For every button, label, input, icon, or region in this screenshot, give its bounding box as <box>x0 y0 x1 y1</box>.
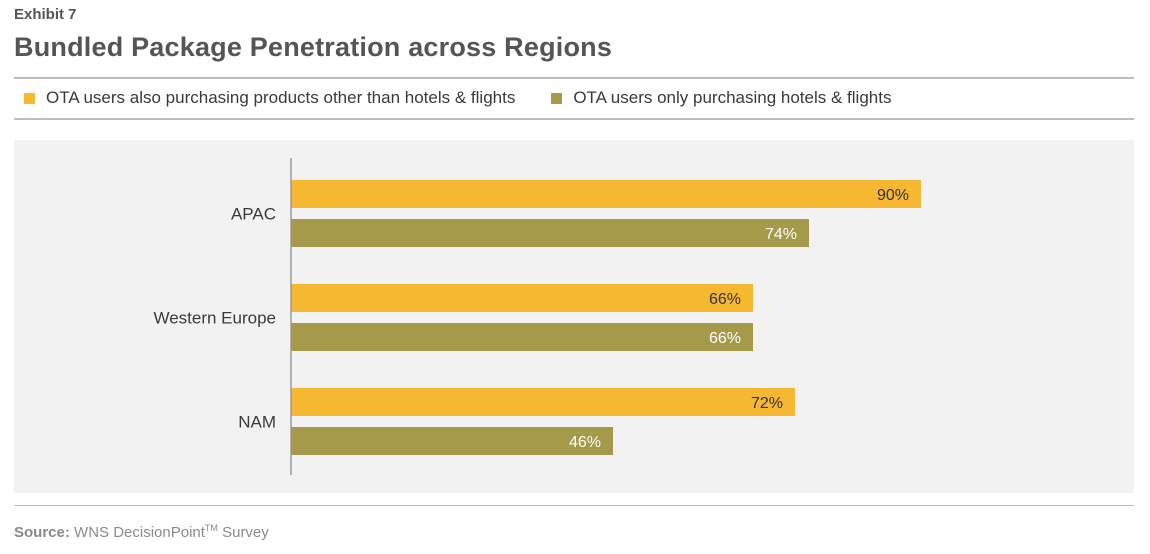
category-label: Western Europe <box>153 309 276 328</box>
data-label: 72% <box>751 395 783 412</box>
footer-divider <box>14 505 1134 506</box>
trademark-mark: TM <box>204 523 218 533</box>
source-suffix: Survey <box>222 524 269 541</box>
legend-item-hotels-flights: OTA users only purchasing hotels & fligh… <box>551 88 891 108</box>
data-label: 66% <box>709 330 741 347</box>
legend-swatch-hotels-flights <box>551 92 563 104</box>
source-note: Source: WNS DecisionPointTM Survey <box>14 523 269 541</box>
legend-swatch-other-products <box>24 92 35 104</box>
source-text: WNS DecisionPoint <box>74 524 205 541</box>
bar-nam-series-1 <box>291 388 795 416</box>
data-label: 90% <box>877 187 909 204</box>
legend-divider <box>14 118 1134 120</box>
chart-title: Bundled Package Penetration across Regio… <box>14 32 613 62</box>
data-label: 46% <box>569 434 601 451</box>
data-label: 74% <box>765 226 797 243</box>
source-label: Source: <box>14 524 70 541</box>
category-label: APAC <box>231 205 276 224</box>
title-divider <box>14 77 1134 79</box>
bar-nam-series-2 <box>291 427 613 455</box>
exhibit-label: Exhibit 7 <box>14 6 77 23</box>
chart-legend: OTA users also purchasing products other… <box>24 87 927 109</box>
legend-item-other-products: OTA users also purchasing products other… <box>24 88 515 108</box>
legend-label-other-products: OTA users also purchasing products other… <box>46 88 516 107</box>
bar-western-europe-series-2 <box>291 323 753 351</box>
legend-label-hotels-flights: OTA users only purchasing hotels & fligh… <box>573 88 892 107</box>
data-label: 66% <box>709 291 741 308</box>
bar-apac-series-2 <box>291 219 809 247</box>
bar-western-europe-series-1 <box>291 284 753 312</box>
bar-apac-series-1 <box>291 180 921 208</box>
category-label: NAM <box>238 413 276 432</box>
